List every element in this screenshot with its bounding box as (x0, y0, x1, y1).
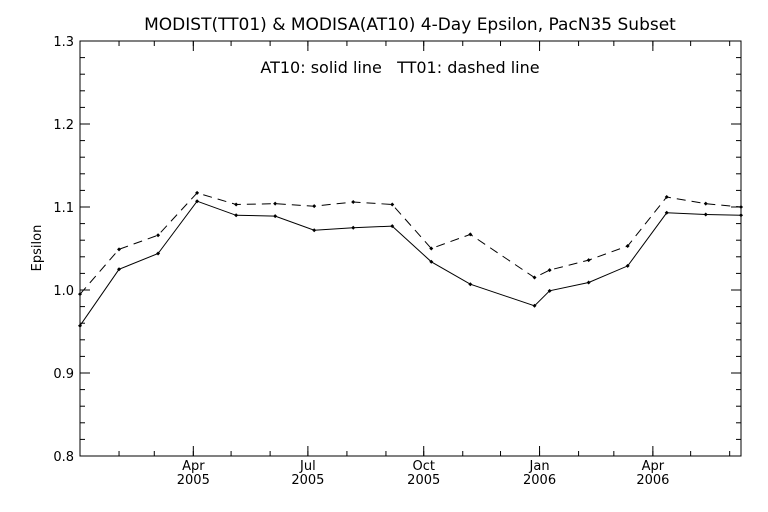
x-tick-month-label: Apr (642, 459, 665, 474)
data-point-tt01 (586, 258, 591, 263)
data-point-tt01 (547, 268, 552, 273)
data-point-tt01 (664, 195, 669, 200)
data-point-at10 (703, 212, 708, 217)
x-tick-month-label: Apr (182, 459, 205, 474)
data-point-at10 (156, 251, 161, 256)
y-tick-label: 1.3 (53, 35, 74, 50)
data-point-at10 (195, 199, 200, 204)
series-line-tt01 (79, 192, 742, 295)
data-point-tt01 (739, 205, 743, 209)
series-layer (78, 190, 743, 328)
y-tick-label: 0.8 (53, 450, 74, 465)
data-point-at10 (390, 224, 395, 229)
data-point-at10 (625, 263, 630, 268)
data-point-tt01 (625, 244, 630, 249)
data-point-tt01 (195, 190, 200, 195)
chart-title: MODIST(TT01) & MODISA(AT10) 4-Day Epsilo… (144, 15, 676, 35)
data-point-tt01 (156, 233, 161, 238)
data-point-at10 (312, 228, 317, 233)
data-point-tt01 (312, 204, 317, 209)
axes-layer: 0.80.91.01.11.21.3Apr2005Jul2005Oct2005J… (53, 35, 741, 488)
plot-frame (79, 40, 742, 457)
x-tick-year-label: 2006 (523, 473, 556, 488)
data-point-at10 (429, 259, 434, 264)
legend-annotation: AT10: solid line TT01: dashed line (260, 58, 539, 77)
data-point-tt01 (351, 200, 356, 205)
data-point-tt01 (273, 201, 278, 206)
data-point-at10 (78, 323, 82, 328)
data-point-tt01 (532, 275, 537, 280)
data-point-at10 (273, 214, 278, 219)
data-point-at10 (586, 280, 591, 285)
data-point-tt01 (390, 202, 395, 207)
data-point-tt01 (117, 247, 122, 252)
data-point-at10 (351, 225, 356, 230)
data-point-at10 (739, 213, 743, 218)
x-tick-year-label: 2005 (177, 473, 210, 488)
data-point-tt01 (429, 246, 434, 251)
data-point-at10 (547, 288, 552, 293)
data-point-at10 (234, 213, 239, 218)
data-point-at10 (117, 267, 122, 272)
y-tick-label: 1.0 (53, 284, 74, 299)
series-line-at10 (79, 200, 742, 326)
y-tick-label: 0.9 (53, 367, 74, 382)
data-point-tt01 (78, 292, 82, 297)
y-tick-label: 1.1 (53, 201, 74, 216)
x-tick-month-label: Oct (412, 459, 434, 474)
data-point-tt01 (234, 202, 239, 207)
x-tick-month-label: Jul (299, 459, 316, 474)
y-tick-label: 1.2 (53, 118, 74, 133)
data-point-at10 (532, 303, 537, 308)
x-tick-year-label: 2006 (636, 473, 669, 488)
x-tick-month-label: Jan (529, 459, 550, 474)
data-point-at10 (664, 210, 669, 215)
x-tick-year-label: 2005 (407, 473, 440, 488)
x-tick-year-label: 2005 (291, 473, 324, 488)
data-point-at10 (468, 282, 473, 287)
data-point-tt01 (703, 201, 708, 206)
data-point-tt01 (468, 232, 473, 237)
y-axis-label: Epsilon (30, 225, 45, 272)
